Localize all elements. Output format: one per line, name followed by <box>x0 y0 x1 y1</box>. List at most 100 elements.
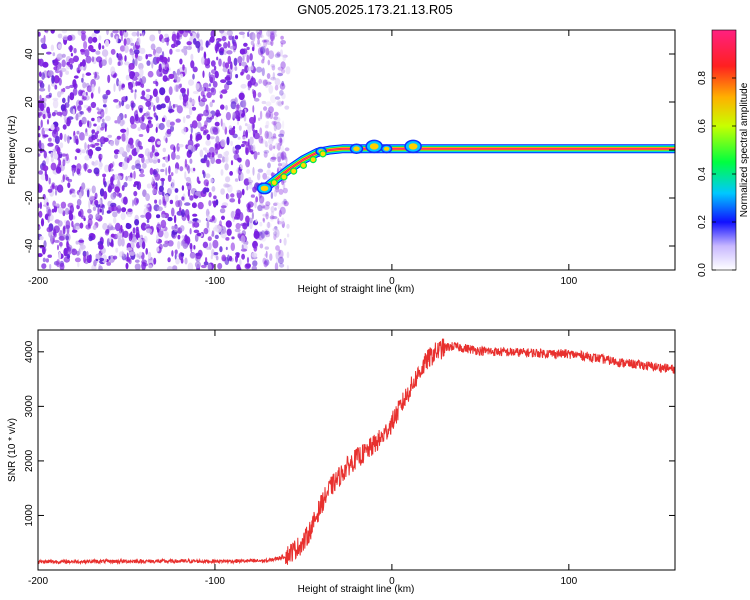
noise-blob <box>38 210 43 218</box>
noise-blob <box>171 250 174 257</box>
noise-blob <box>226 80 233 86</box>
noise-blob <box>258 202 265 212</box>
noise-blob <box>282 187 288 194</box>
noise-blob <box>68 58 75 64</box>
noise-blob <box>86 85 93 93</box>
noise-blob <box>91 56 95 63</box>
noise-blob <box>135 163 142 170</box>
noise-blob <box>209 76 214 84</box>
noise-blob <box>197 121 202 129</box>
noise-blob <box>203 109 210 117</box>
noise-blob <box>216 56 219 61</box>
noise-blob <box>71 194 77 198</box>
noise-blob <box>42 113 46 120</box>
noise-blob <box>43 150 47 159</box>
noise-blob <box>57 43 62 50</box>
noise-blob <box>281 155 287 161</box>
noise-blob <box>217 153 223 159</box>
noise-blob <box>142 32 145 37</box>
noise-blob <box>161 38 165 43</box>
noise-blob <box>280 42 284 48</box>
noise-blob <box>250 194 255 198</box>
noise-blob <box>115 104 120 109</box>
noise-blob <box>118 151 124 155</box>
noise-blob <box>262 172 268 180</box>
noise-blob <box>194 233 199 242</box>
noise-blob <box>184 235 189 241</box>
noise-blob <box>102 94 109 100</box>
noise-blob <box>95 50 101 55</box>
noise-blob <box>221 215 225 220</box>
noise-blob <box>154 199 158 204</box>
noise-blob <box>194 191 202 196</box>
noise-blob <box>266 131 273 140</box>
noise-blob <box>245 215 250 224</box>
noise-blob <box>115 247 119 253</box>
noise-blob <box>63 247 68 257</box>
noise-blob <box>251 252 258 258</box>
noise-blob <box>107 134 112 138</box>
noise-blob <box>268 50 275 60</box>
noise-blob <box>181 209 185 218</box>
noise-blob <box>249 116 255 124</box>
noise-blob <box>90 101 97 109</box>
noise-blob <box>147 53 153 57</box>
noise-blob <box>86 255 92 264</box>
noise-blob <box>87 36 93 44</box>
noise-blob <box>58 77 62 86</box>
noise-blob <box>244 263 251 270</box>
noise-blob <box>179 58 183 65</box>
noise-blob <box>272 227 278 232</box>
noise-blob <box>81 32 86 42</box>
noise-blob <box>263 149 270 154</box>
noise-blob <box>149 34 156 42</box>
noise-blob <box>265 201 271 207</box>
noise-blob <box>61 59 66 68</box>
noise-blob <box>65 220 71 230</box>
noise-blob <box>38 170 43 175</box>
noise-blob <box>268 30 271 37</box>
noise-blob <box>124 30 127 33</box>
noise-blob <box>224 83 230 91</box>
noise-blob <box>155 46 163 54</box>
noise-blob <box>207 236 212 242</box>
noise-blob <box>110 48 116 55</box>
noise-blob <box>68 64 73 68</box>
noise-blob <box>209 101 213 108</box>
noise-blob <box>141 90 146 97</box>
noise-blob <box>106 30 109 36</box>
noise-blob <box>270 211 275 217</box>
noise-blob <box>62 124 67 130</box>
signal-track-band <box>264 148 675 189</box>
noise-blob <box>53 225 60 234</box>
noise-blob <box>242 99 247 109</box>
noise-blob <box>230 140 233 147</box>
noise-blob <box>214 234 219 240</box>
noise-blob <box>154 152 160 157</box>
noise-blob <box>77 70 81 74</box>
noise-blob <box>69 92 75 101</box>
noise-blob <box>276 100 282 106</box>
noise-blob <box>69 45 73 53</box>
noise-blob <box>278 137 283 143</box>
noise-blob <box>87 120 90 128</box>
noise-blob <box>281 220 285 229</box>
noise-blob <box>186 87 190 97</box>
noise-blob <box>43 240 47 249</box>
noise-blob <box>241 61 247 67</box>
noise-blob <box>185 176 191 182</box>
noise-blob <box>232 146 235 154</box>
noise-blob <box>277 256 284 265</box>
noise-blob <box>218 58 222 67</box>
noise-blob <box>43 128 50 132</box>
colorbar-tick-label: 0.0 <box>697 263 708 277</box>
noise-blob <box>118 192 122 198</box>
noise-blob <box>134 110 139 119</box>
noise-blob <box>88 214 94 220</box>
noise-blob <box>156 223 162 231</box>
noise-blob <box>271 120 278 125</box>
noise-blob <box>267 162 271 169</box>
noise-blob <box>276 51 281 57</box>
noise-blob <box>53 75 60 84</box>
noise-blob <box>187 214 190 222</box>
